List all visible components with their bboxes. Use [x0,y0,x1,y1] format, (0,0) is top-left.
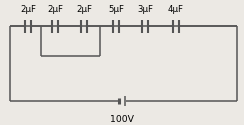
Text: 3μF: 3μF [137,5,153,14]
Text: 2μF: 2μF [76,5,92,14]
Text: 4μF: 4μF [168,5,184,14]
Text: 2μF: 2μF [20,5,36,14]
Text: 2μF: 2μF [47,5,63,14]
Text: 5μF: 5μF [108,5,124,14]
Text: 100V: 100V [110,115,134,124]
